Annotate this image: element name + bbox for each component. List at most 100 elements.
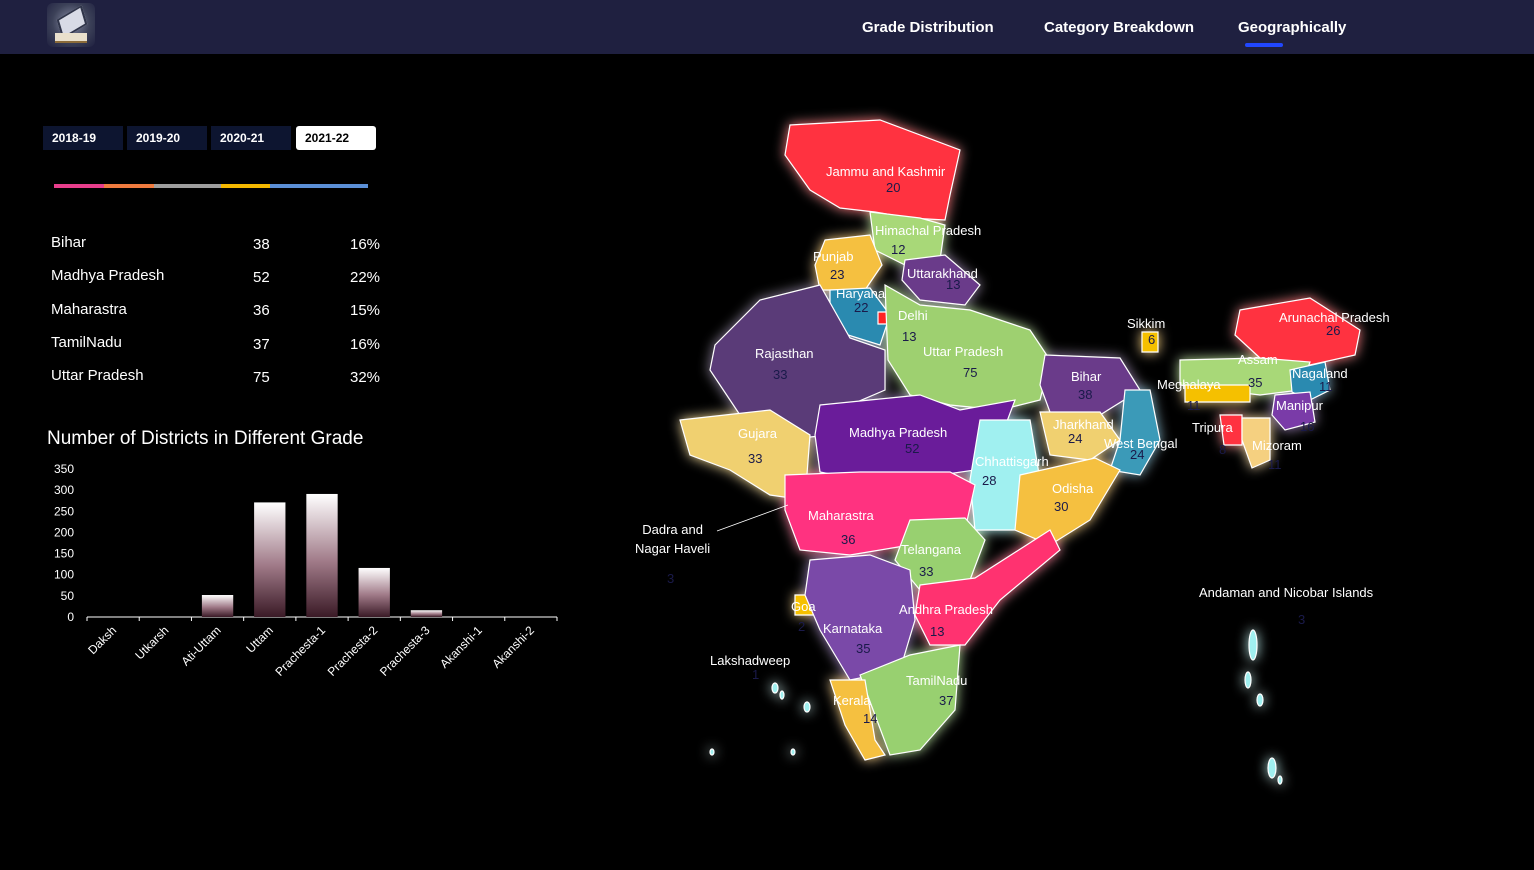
map-value-west-bengal: 24 <box>1130 447 1145 462</box>
map-region-nagaland[interactable] <box>1289 361 1331 401</box>
x-tick-label: Daksh <box>85 623 119 657</box>
bar-prachesta-1 <box>306 493 338 617</box>
map-region-uttar-pradesh[interactable] <box>884 283 1051 411</box>
map-label-odisha: Odisha <box>1052 481 1094 496</box>
y-tick-label: 250 <box>54 504 74 518</box>
map-region-manipur[interactable] <box>1271 391 1316 431</box>
map-value-andhra-pradesh: 13 <box>930 624 945 639</box>
map-label-assam: Assam <box>1238 352 1278 367</box>
x-tick-label: Prachesta-1 <box>272 623 328 679</box>
x-tick-label: Akanshi-1 <box>437 623 485 671</box>
map-island <box>779 690 785 700</box>
map-region-arunachal-pradesh[interactable] <box>1234 297 1361 366</box>
map-label-tamilnadu: TamilNadu <box>906 673 968 688</box>
map-label-dadra-and-nagar-haveli: Dadra and Nagar Haveli <box>635 522 711 556</box>
map-value-tamilnadu: 37 <box>939 693 954 708</box>
map-region-jharkhand[interactable] <box>1039 411 1121 461</box>
x-tick-label: Akanshi-2 <box>489 623 537 671</box>
y-tick-label: 200 <box>54 525 74 539</box>
map-value-bihar: 38 <box>1078 387 1093 402</box>
map-value-punjab: 23 <box>830 267 845 282</box>
map-value-himachal-pradesh: 12 <box>891 242 906 257</box>
state-percent: 15% <box>350 302 381 319</box>
map-region-mizoram[interactable] <box>1241 417 1271 469</box>
map-region-rajasthan[interactable] <box>709 284 886 441</box>
map-label-maharastra: Maharastra <box>808 508 874 523</box>
bar-uttam <box>254 502 286 617</box>
x-tick-label: Prachesta-3 <box>377 623 433 679</box>
map-label-uttarakhand: Uttarakhand <box>907 266 978 281</box>
nav-grade-distribution[interactable]: Grade Distribution <box>862 19 994 36</box>
state-count: 52 <box>253 269 270 286</box>
map-label-karnataka: Karnataka <box>823 621 883 636</box>
map-label-kerala: Kerala <box>833 693 871 708</box>
map-value-kerala: 14 <box>863 711 878 726</box>
map-island <box>803 701 811 713</box>
map-label-andhra-pradesh: Andhra Pradesh <box>899 602 993 617</box>
year-button-2019-20[interactable]: 2019-20 <box>127 126 207 150</box>
map-island <box>1277 775 1283 785</box>
color-stripe-segment <box>154 184 221 188</box>
color-stripe-segment <box>54 184 104 188</box>
map-island <box>771 682 779 694</box>
bar-ati-uttam <box>201 595 234 617</box>
map-label-punjab: Punjab <box>813 249 854 264</box>
bar-prachesta-2 <box>358 567 390 617</box>
map-label-jammu-and-kashmir: Jammu and Kashmir <box>826 164 946 179</box>
active-nav-indicator <box>1245 43 1283 47</box>
map-value-karnataka: 35 <box>856 641 871 656</box>
state-count: 38 <box>253 236 270 253</box>
year-button-2018-19[interactable]: 2018-19 <box>43 126 123 150</box>
top-navigation-bar: Grade Distribution Category Breakdown Ge… <box>0 0 1534 54</box>
map-label-nagaland: Nagaland <box>1292 366 1348 381</box>
state-count: 36 <box>253 302 270 319</box>
map-region-kerala[interactable] <box>829 679 886 761</box>
india-state-map <box>679 119 1361 785</box>
map-value-andaman-and-nicobar-islands: 3 <box>1298 612 1306 627</box>
map-island <box>1244 671 1252 689</box>
map-value-manipur: 16 <box>1300 419 1315 434</box>
y-tick-label: 100 <box>54 568 74 582</box>
map-island <box>709 748 715 756</box>
map-label-arunachal-pradesh: Arunachal Pradesh <box>1279 310 1390 325</box>
x-tick-label: Prachesta-2 <box>325 623 381 679</box>
map-value-chhattisgarh: 28 <box>982 473 997 488</box>
nav-category-breakdown[interactable]: Category Breakdown <box>1044 19 1195 36</box>
y-tick-label: 150 <box>54 547 74 561</box>
districts-by-grade-bar-chart: 0 50 100 150 200 250 300 350 Daksh Utkarsh Ati-Utt… <box>54 462 558 679</box>
map-label-sikkim: Sikkim <box>1127 316 1166 331</box>
map-island <box>1267 757 1277 779</box>
map-value-maharastra: 36 <box>841 532 856 547</box>
y-tick-label: 50 <box>61 589 75 603</box>
map-region-sikkim[interactable] <box>1141 331 1159 353</box>
map-region-meghalaya[interactable] <box>1184 384 1251 403</box>
year-button-2021-22[interactable]: 2021-22 <box>296 126 376 150</box>
map-value-assam: 35 <box>1248 375 1263 390</box>
map-region-tripura[interactable] <box>1219 414 1243 446</box>
x-tick-label: Utkarsh <box>132 623 171 662</box>
map-region-west-bengal[interactable] <box>1109 389 1161 476</box>
map-value-odisha: 30 <box>1054 499 1069 514</box>
color-stripe-segment <box>221 184 270 188</box>
map-value-dadra-and-nagar-haveli: 3 <box>667 571 675 586</box>
nav-geographically[interactable]: Geographically <box>1238 19 1347 36</box>
dadra-leader-line <box>716 504 789 532</box>
map-region-tamilnadu[interactable] <box>859 644 961 756</box>
state-percent: 16% <box>350 336 381 353</box>
map-label-west-bengal: West Bengal <box>1104 436 1178 451</box>
map-region-andhra-pradesh[interactable] <box>914 529 1061 646</box>
map-label-chhattisgarh: Chhattisgarh <box>975 454 1049 469</box>
y-tick-label: 0 <box>67 610 74 624</box>
map-value-tripura: 8 <box>1219 442 1227 457</box>
x-tick-label: Ati-Uttam <box>178 623 223 668</box>
map-label-jharkhand: Jharkhand <box>1053 417 1114 432</box>
graduation-cap-logo-icon <box>47 3 95 47</box>
state-count: 75 <box>253 369 270 386</box>
map-region-uttarakhand[interactable] <box>901 254 981 306</box>
map-label-bihar: Bihar <box>1071 369 1102 384</box>
map-label-lakshadweep: Lakshadweep <box>710 653 791 668</box>
year-button-2020-21[interactable]: 2020-21 <box>211 126 291 150</box>
map-label-haryana: Haryana <box>836 286 886 301</box>
map-value-gujara: 33 <box>748 451 763 466</box>
map-region-odisha[interactable] <box>1014 457 1121 546</box>
